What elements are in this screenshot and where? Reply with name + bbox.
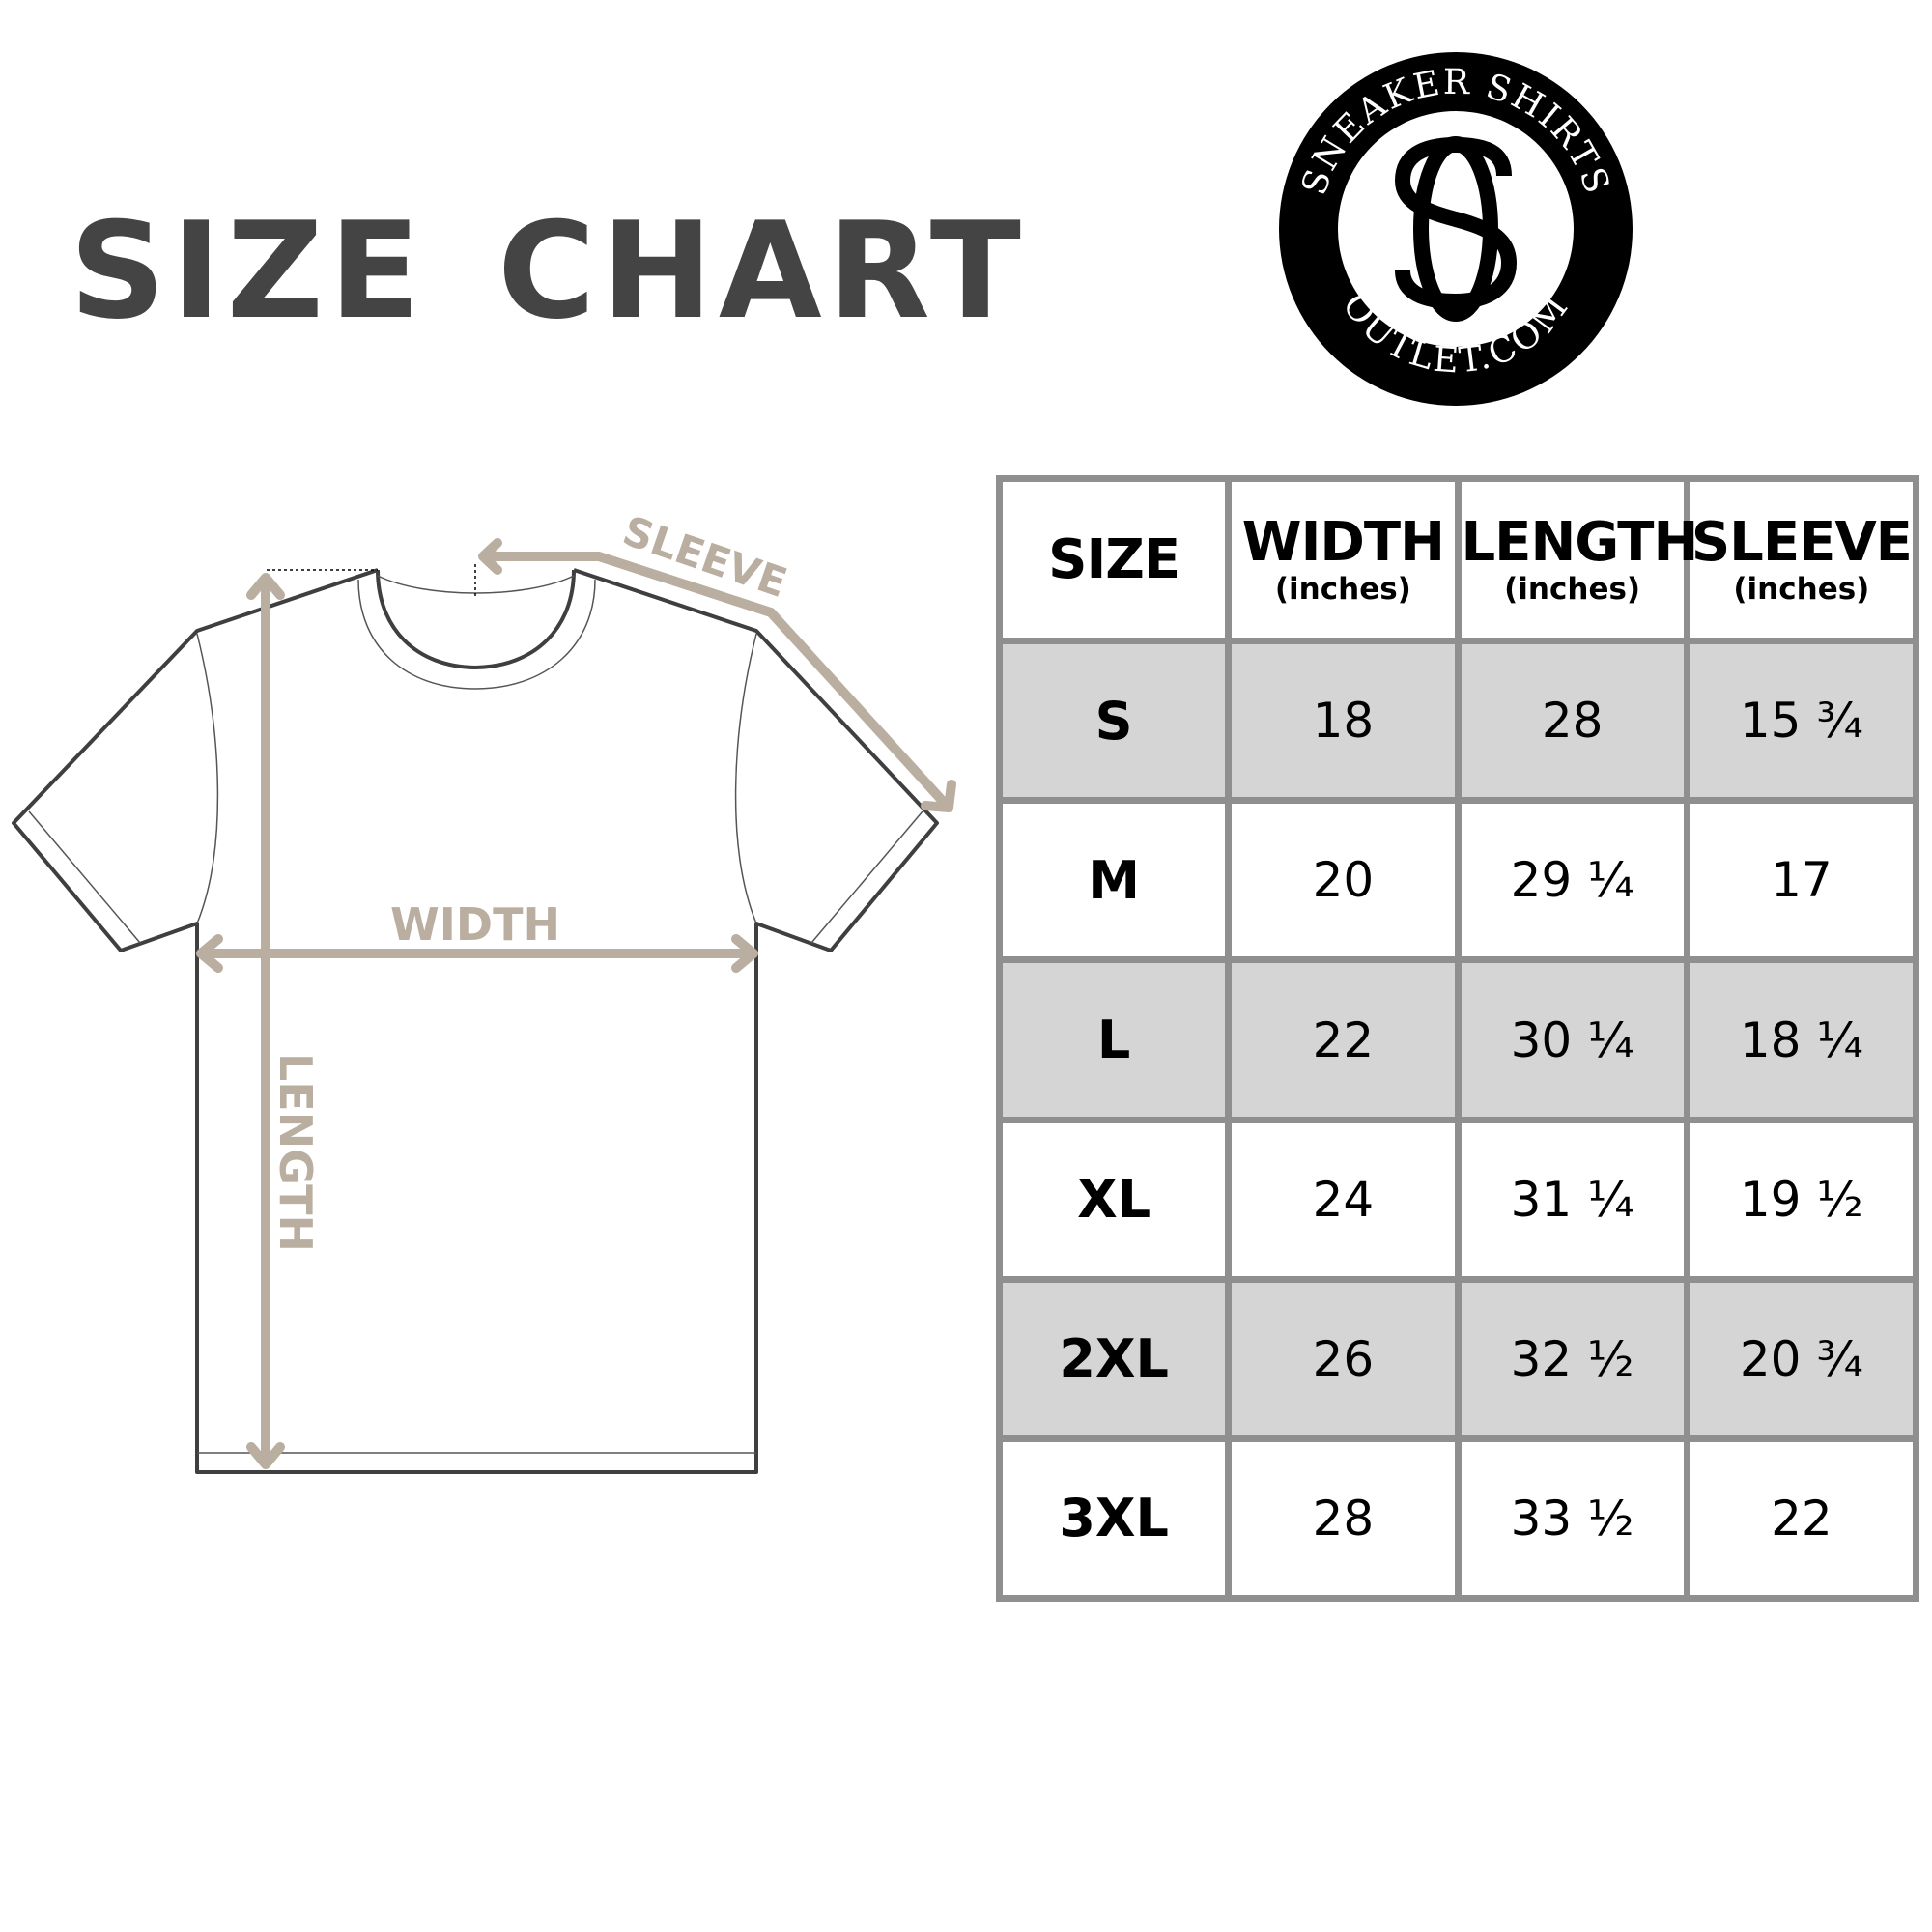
sleeve-cell: 18 ¼ [1683, 956, 1920, 1123]
size-cell: L [995, 956, 1233, 1123]
width-cell: 28 [1225, 1435, 1462, 1603]
tshirt-outline [12, 568, 939, 1474]
size-table: SIZE WIDTH (inches) LENGTH (inches) SLEEVE… [995, 474, 1920, 1603]
width-cell: 18 [1225, 638, 1462, 805]
width-cell: 26 [1225, 1275, 1462, 1442]
length-cell: 29 ¼ [1454, 797, 1690, 964]
header-label: WIDTH [1241, 510, 1445, 574]
width-cell: 22 [1225, 956, 1462, 1123]
table-row: S 18 28 15 ¾ [995, 638, 1920, 805]
length-label: LENGTH [270, 1053, 322, 1252]
size-cell: XL [995, 1116, 1233, 1283]
size-cell: M [995, 797, 1233, 964]
header-label: LENGTH [1461, 510, 1699, 574]
table-row: 3XL 28 33 ½ 22 [995, 1435, 1920, 1603]
length-cell: 28 [1454, 638, 1690, 805]
header-unit: (inches) [1504, 571, 1641, 607]
brand-logo: SNEAKER SHIRTS OUTLET.COM [1279, 52, 1633, 406]
width-cell: 24 [1225, 1116, 1462, 1283]
header-size: SIZE [995, 474, 1233, 645]
length-arrow [246, 573, 285, 1469]
sleeve-cell: 17 [1683, 797, 1920, 964]
width-arrow [196, 934, 758, 973]
table-row: XL 24 31 ¼ 19 ½ [995, 1116, 1920, 1283]
sleeve-cell: 19 ½ [1683, 1116, 1920, 1283]
width-label: WIDTH [390, 898, 560, 951]
width-cell: 20 [1225, 797, 1462, 964]
header-label: SIZE [1048, 527, 1180, 591]
table-row: M 20 29 ¼ 17 [995, 797, 1920, 964]
sleeve-arrow [478, 538, 956, 812]
header-label: SLEEVE [1690, 510, 1913, 574]
sleeve-cell: 15 ¾ [1683, 638, 1920, 805]
table-row: 2XL 26 32 ½ 20 ¾ [995, 1275, 1920, 1442]
sleeve-cell: 22 [1683, 1435, 1920, 1603]
table-header-row: SIZE WIDTH (inches) LENGTH (inches) SLEEVE… [995, 474, 1920, 645]
monogram-icon [1394, 136, 1518, 322]
length-cell: 32 ½ [1454, 1275, 1690, 1442]
table-row: L 22 30 ¼ 18 ¼ [995, 956, 1920, 1123]
size-cell: S [995, 638, 1233, 805]
measure-arrows [196, 538, 956, 1469]
sleeve-cell: 20 ¾ [1683, 1275, 1920, 1442]
header-unit: (inches) [1733, 571, 1870, 607]
page-title: SIZE CHART [70, 193, 1027, 349]
header-sleeve: SLEEVE (inches) [1683, 474, 1920, 645]
length-cell: 30 ¼ [1454, 956, 1690, 1123]
size-cell: 3XL [995, 1435, 1233, 1603]
header-unit: (inches) [1274, 571, 1411, 607]
size-cell: 2XL [995, 1275, 1233, 1442]
length-cell: 33 ½ [1454, 1435, 1690, 1603]
length-cell: 31 ¼ [1454, 1116, 1690, 1283]
header-length: LENGTH (inches) [1454, 474, 1699, 645]
header-width: WIDTH (inches) [1225, 474, 1462, 645]
